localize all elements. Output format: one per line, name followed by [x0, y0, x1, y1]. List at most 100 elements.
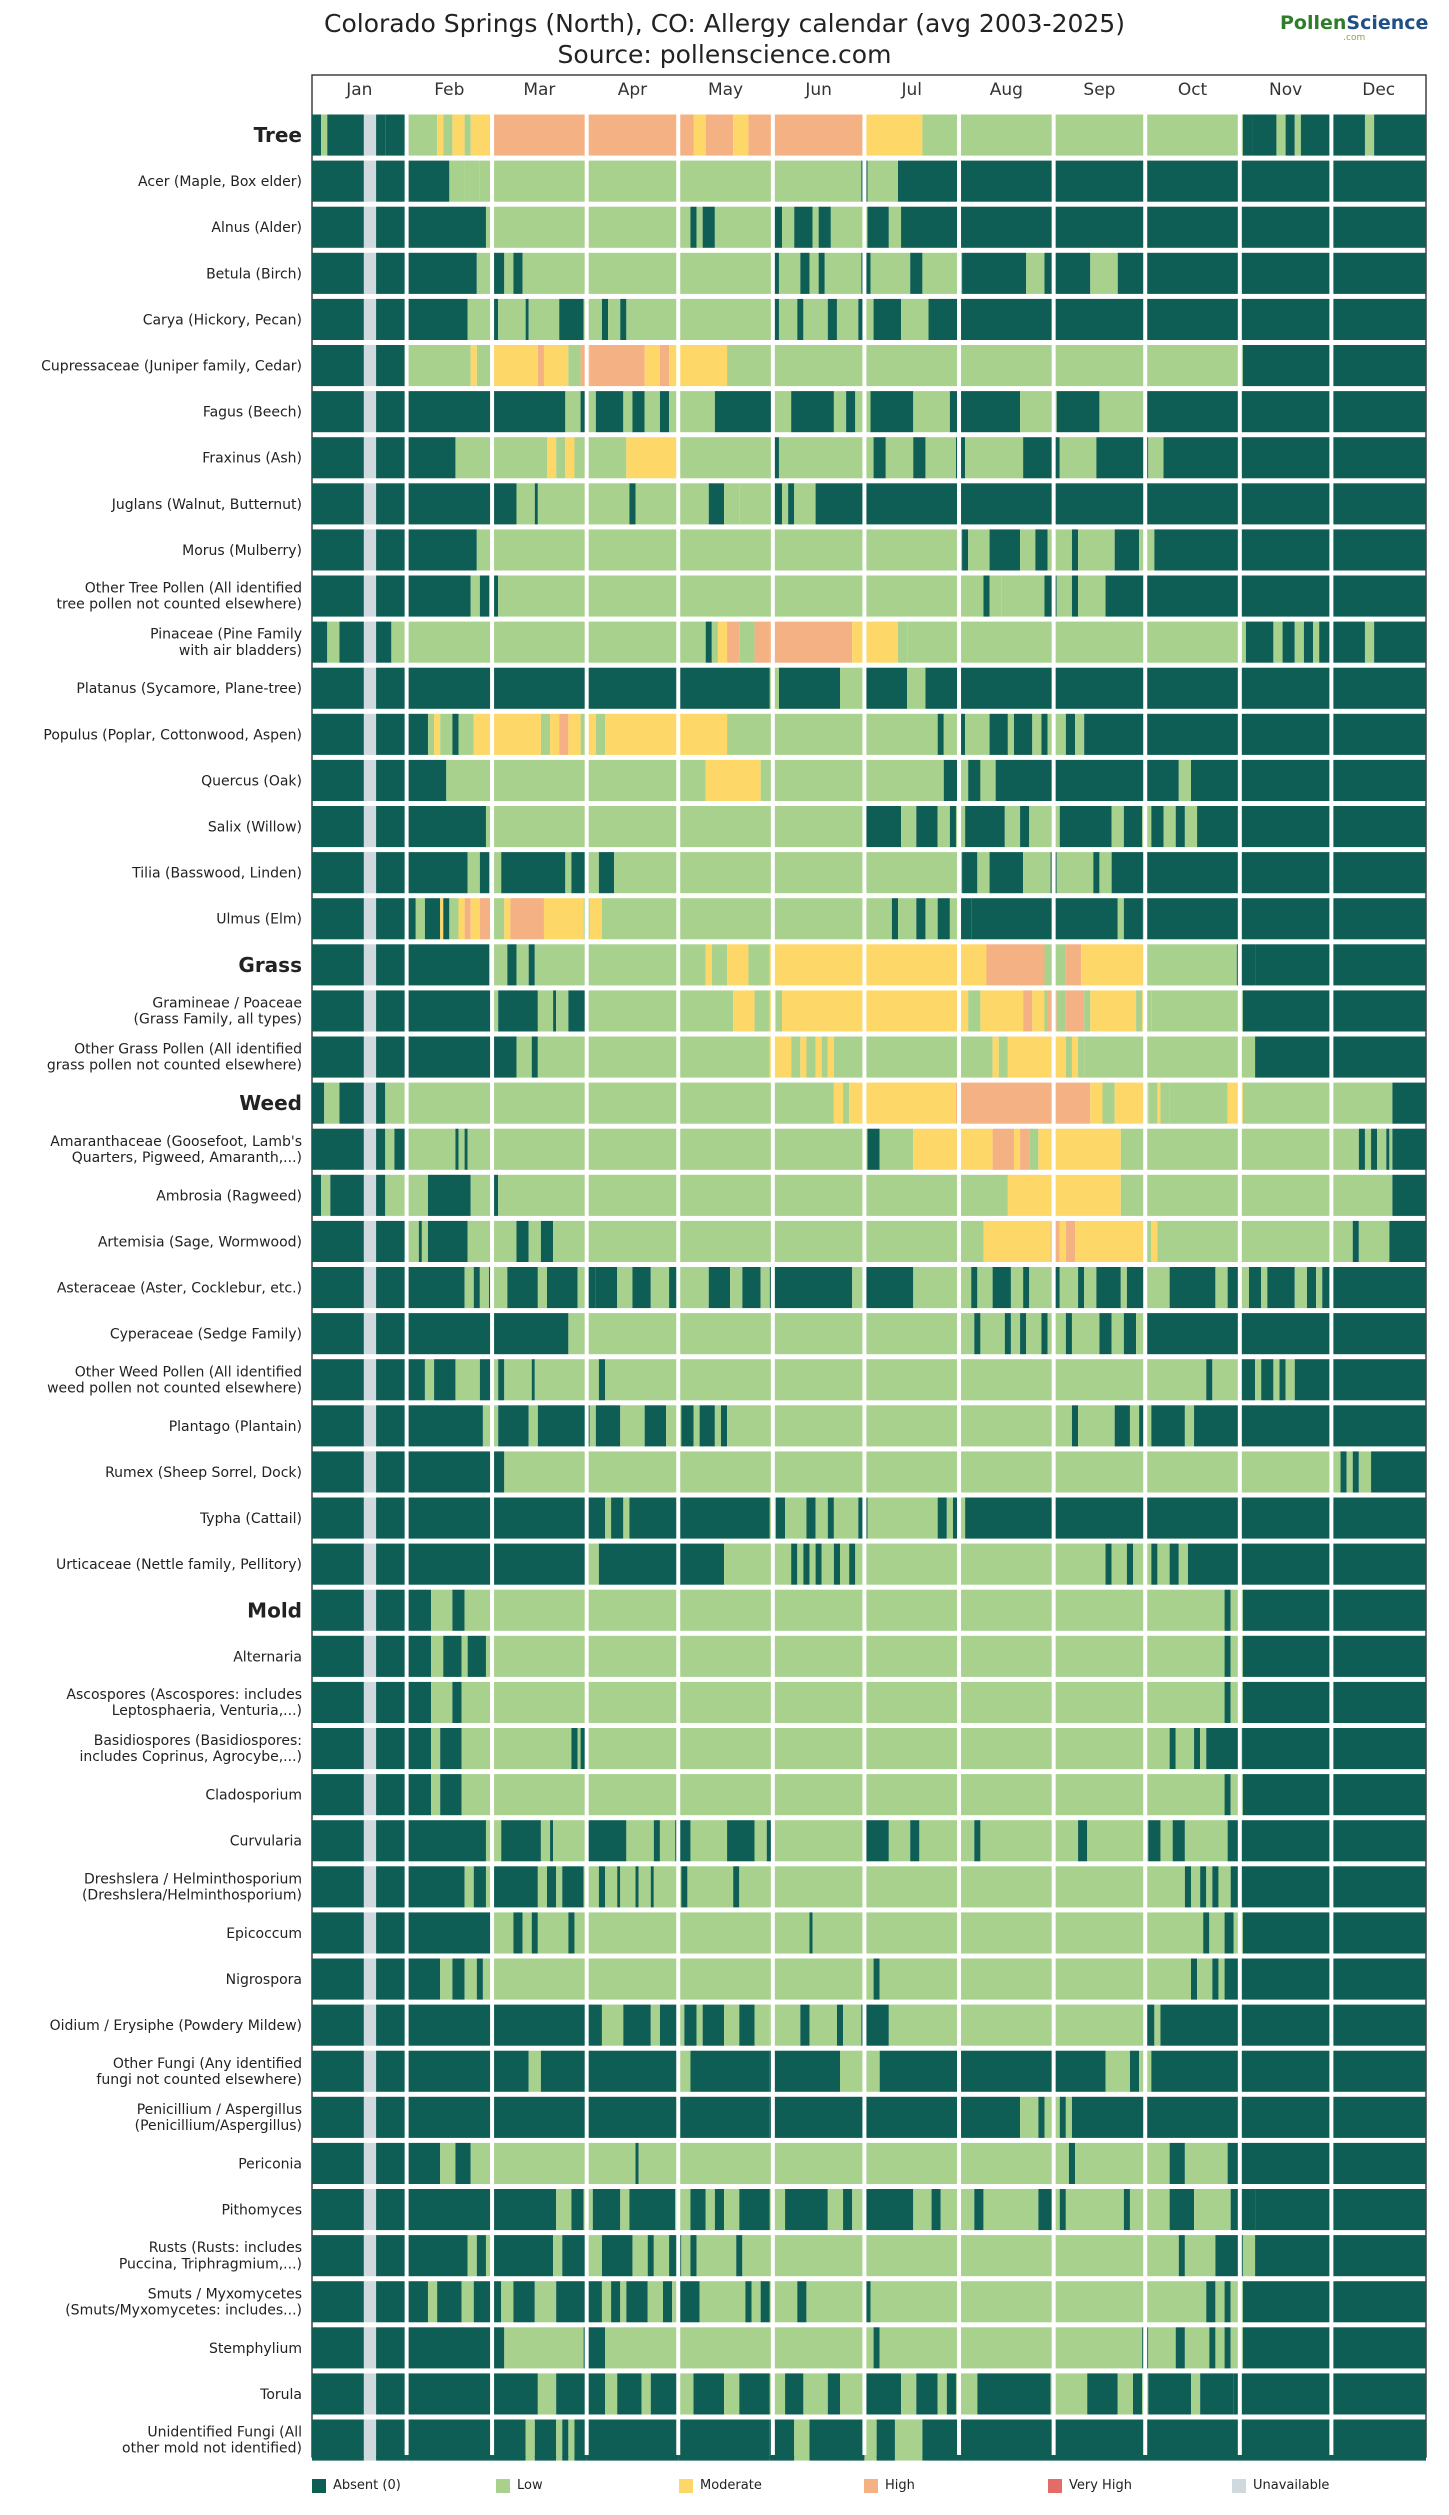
heatmap-cell — [516, 483, 535, 525]
heatmap-cell — [1078, 1820, 1088, 1862]
heatmap-cell — [1364, 1128, 1372, 1170]
row-label: Rumex (Sheep Sorrel, Dock) — [105, 1465, 302, 1481]
heatmap-cell — [492, 2004, 587, 2046]
heatmap-cell — [1056, 990, 1066, 1032]
heatmap-cell — [363, 1635, 377, 1677]
heatmap-cell — [525, 2419, 535, 2461]
heatmap-cell — [406, 575, 471, 617]
heatmap-cell — [376, 990, 407, 1032]
heatmap-cell — [1020, 391, 1057, 433]
heatmap-cell — [376, 1958, 407, 2000]
heatmap-cell — [376, 759, 407, 801]
heatmap-cell — [1261, 1359, 1274, 1401]
heatmap-cell — [864, 1267, 914, 1309]
heatmap-cell — [778, 252, 801, 294]
heatmap-cell — [595, 713, 605, 755]
heatmap-cell — [501, 2281, 514, 2323]
pollenscience-logo: PollenScience .com — [1280, 14, 1428, 43]
heatmap-cell — [321, 1174, 331, 1216]
heatmap-cell — [492, 2189, 557, 2231]
heatmap-cell — [815, 1497, 828, 1539]
heatmap-cell — [492, 1497, 587, 1539]
heatmap-cell — [714, 1405, 721, 1447]
heatmap-cell — [1358, 1220, 1390, 1262]
heatmap-cell — [806, 2281, 865, 2323]
row-label: Carya (Hickory, Pecan) — [143, 312, 302, 328]
heatmap-cell — [363, 2327, 377, 2369]
heatmap-cell — [727, 713, 938, 755]
heatmap-cell — [586, 2281, 602, 2323]
heatmap-cell — [705, 2189, 715, 2231]
row-label: Urticaceae (Nettle family, Pellitory) — [56, 1557, 302, 1573]
heatmap-cell — [1041, 1313, 1048, 1355]
heatmap-cell — [376, 2373, 407, 2415]
heatmap-cell — [864, 298, 874, 340]
heatmap-cell — [498, 575, 984, 617]
heatmap-cell — [971, 898, 1118, 940]
heatmap-cell — [376, 252, 407, 294]
heatmap-cell — [901, 2373, 917, 2415]
heatmap-cell — [406, 759, 447, 801]
heatmap-cell — [452, 1958, 465, 2000]
heatmap-cell — [1056, 391, 1100, 433]
heatmap-cell — [1364, 114, 1375, 156]
heatmap-cell — [440, 1728, 462, 1770]
heatmap-cell — [1099, 1313, 1112, 1355]
heatmap-cell — [504, 898, 511, 940]
heatmap-cell — [980, 1313, 1005, 1355]
heatmap-cell — [1160, 1820, 1173, 1862]
heatmap-cell — [754, 990, 770, 1032]
heatmap-cell — [1145, 944, 1237, 986]
heatmap-cell — [498, 298, 526, 340]
heatmap-cell — [769, 2096, 865, 2138]
heatmap-cell — [754, 1820, 767, 1862]
heatmap-cell — [1099, 852, 1112, 894]
heatmap-cell — [678, 2419, 770, 2461]
heatmap-cell — [1184, 1820, 1228, 1862]
heatmap-cell — [492, 1958, 874, 2000]
heatmap-cell — [312, 1313, 364, 1355]
row-label: Plantago (Plantain) — [169, 1419, 302, 1435]
heatmap-cell — [739, 2189, 770, 2231]
heatmap-cell — [1013, 713, 1033, 755]
heatmap-cell — [638, 1866, 651, 1908]
row-label: Ambrosia (Ragweed) — [156, 1188, 302, 1204]
heatmap-cell — [516, 1036, 532, 1078]
heatmap-cell — [1224, 1958, 1426, 2000]
heatmap-cell — [833, 1036, 993, 1078]
heatmap-cell — [461, 1635, 468, 1677]
heatmap-cell — [598, 1866, 605, 1908]
heatmap-cell — [492, 1635, 1225, 1677]
heatmap-cell — [492, 1543, 587, 1585]
heatmap-cell — [1111, 852, 1426, 894]
heatmap-cell — [1151, 2050, 1426, 2092]
heatmap-cell — [406, 1313, 493, 1355]
heatmap-cell — [312, 713, 364, 755]
heatmap-cell — [312, 852, 364, 894]
heatmap-cell — [1175, 1728, 1195, 1770]
heatmap-cell — [312, 1912, 364, 1954]
logo-text-science: Science — [1346, 12, 1429, 34]
heatmap-cell — [699, 1405, 715, 1447]
heatmap-cell — [513, 1912, 523, 1954]
heatmap-cell — [589, 898, 602, 940]
heatmap-cell — [312, 2096, 364, 2138]
heatmap-cell — [312, 345, 364, 387]
heatmap-cell — [769, 621, 853, 663]
heatmap-cell — [864, 2419, 877, 2461]
heatmap-cell — [470, 345, 477, 387]
heatmap-cell — [1184, 2235, 1216, 2277]
heatmap-cell — [937, 806, 950, 848]
heatmap-cell — [1117, 2373, 1134, 2415]
heatmap-cell — [479, 898, 493, 940]
heatmap-cell — [406, 1635, 432, 1677]
heatmap-cell — [312, 2419, 364, 2461]
heatmap-cell — [604, 1497, 612, 1539]
heatmap-cell — [803, 298, 828, 340]
heatmap-cell — [809, 252, 819, 294]
heatmap-cell — [537, 990, 554, 1032]
heatmap-cell — [910, 252, 923, 294]
heatmap-cell — [492, 345, 538, 387]
heatmap-cell — [1120, 1267, 1127, 1309]
heatmap-cell — [586, 2373, 605, 2415]
